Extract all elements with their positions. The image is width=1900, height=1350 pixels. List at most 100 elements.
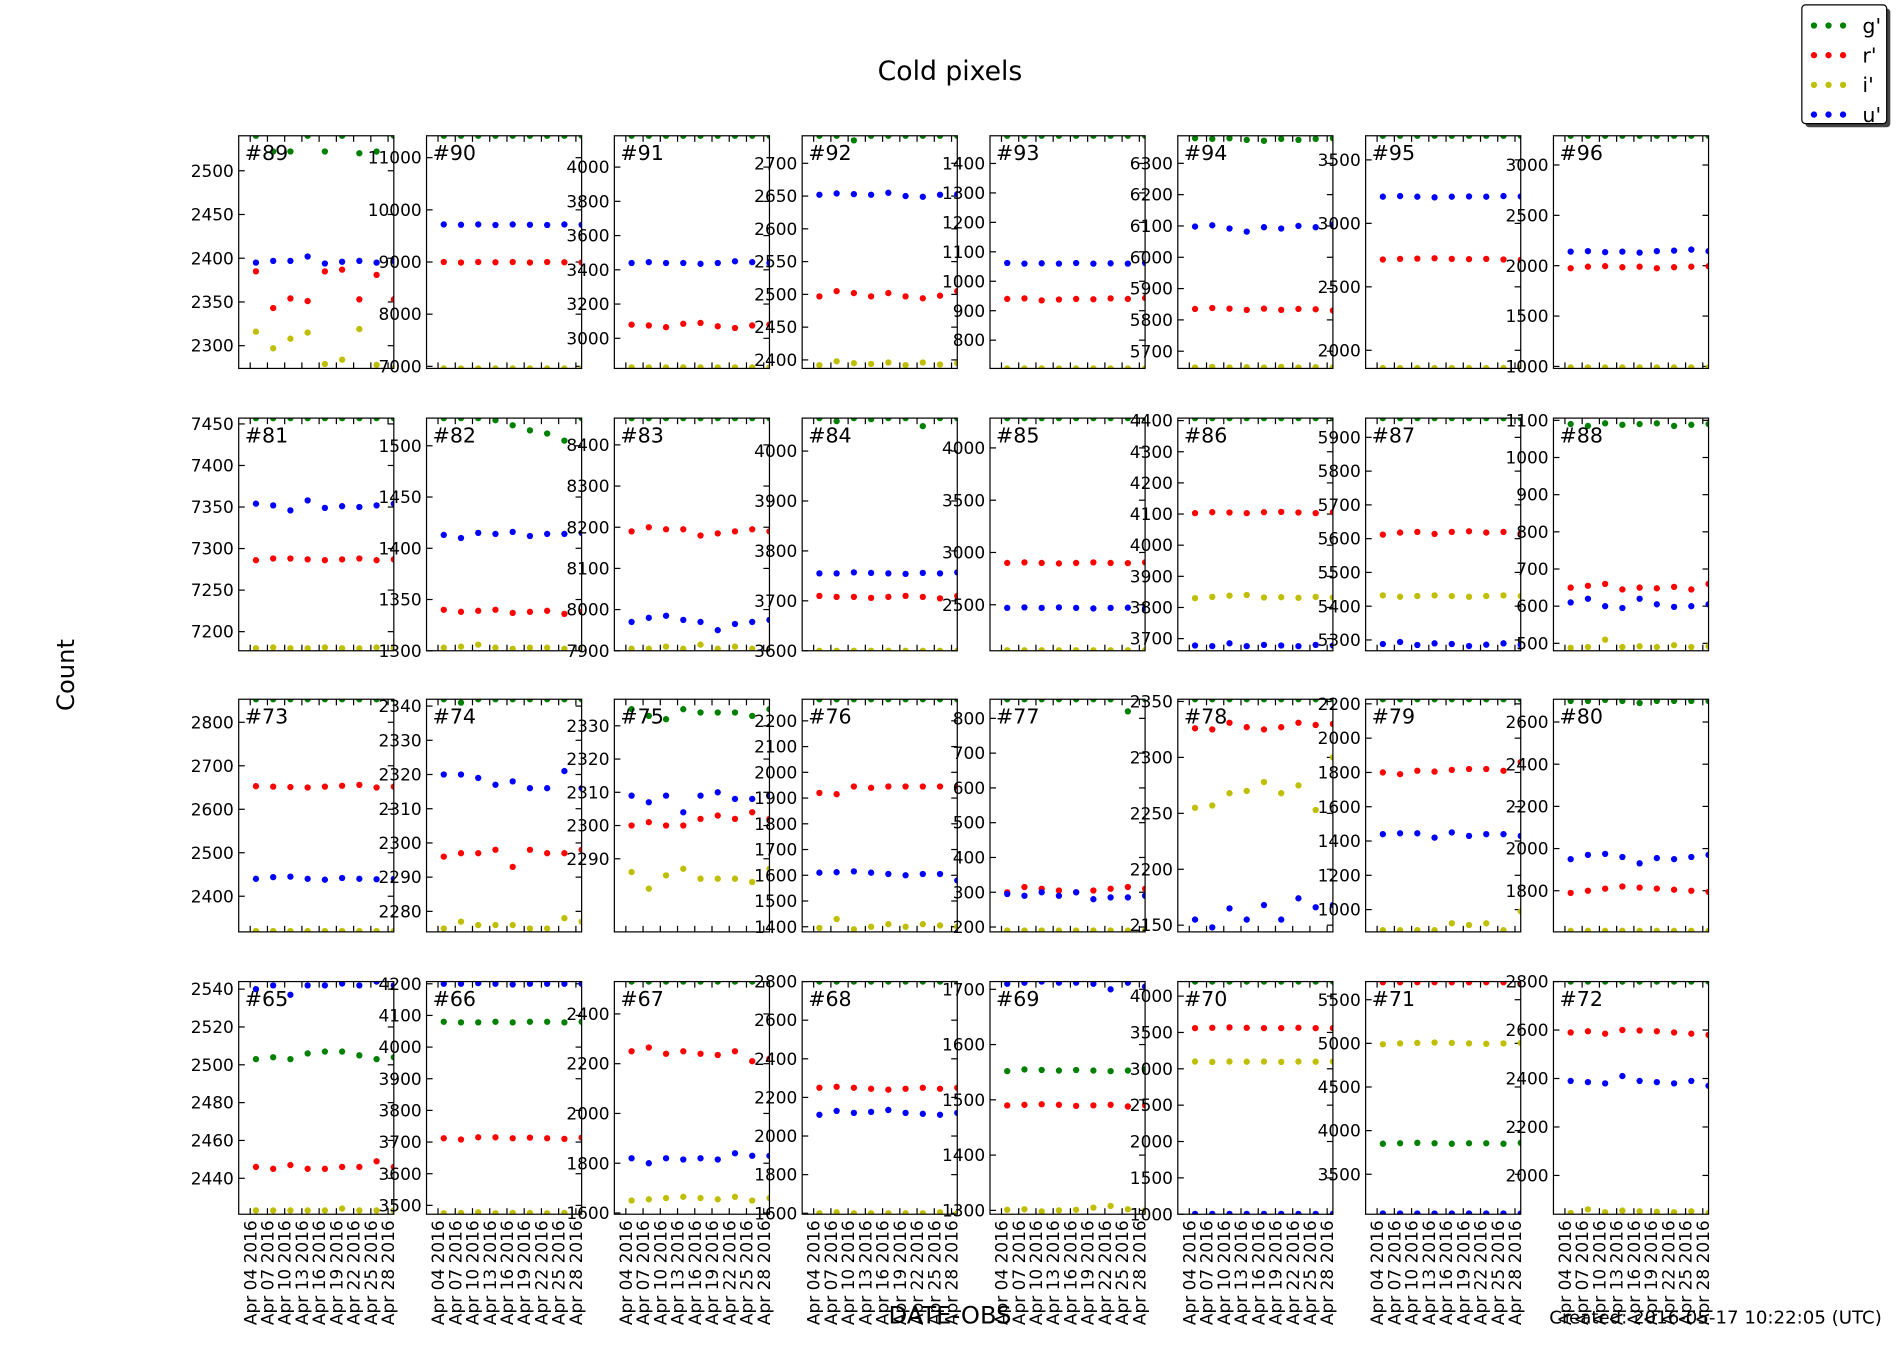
point <box>1379 1210 1387 1215</box>
point <box>867 784 875 791</box>
y-tick-label: 2800 <box>191 712 234 732</box>
point <box>1243 1024 1250 1031</box>
point <box>390 296 394 303</box>
point <box>1107 1101 1114 1108</box>
legend-marker <box>1839 111 1847 118</box>
point <box>919 921 926 928</box>
point <box>1567 1077 1574 1085</box>
point <box>509 863 516 871</box>
point <box>1107 604 1114 612</box>
point <box>475 1019 482 1026</box>
plot-frame <box>989 980 1146 1215</box>
point <box>509 609 516 616</box>
point <box>714 627 721 634</box>
point <box>1243 136 1250 143</box>
point <box>526 925 534 932</box>
point <box>1653 927 1660 932</box>
point <box>936 981 944 985</box>
point <box>1500 364 1507 369</box>
x-tick-label: Apr 28 2016 <box>566 1220 586 1325</box>
points <box>1379 418 1521 650</box>
point <box>1004 259 1011 267</box>
points <box>252 699 394 932</box>
y-tick-label: 2200 <box>1505 796 1548 816</box>
point <box>1004 418 1011 422</box>
plot-frame <box>238 698 395 933</box>
point <box>902 592 909 599</box>
point <box>356 645 363 651</box>
x-tick-label: Apr 22 2016 <box>1658 1220 1678 1325</box>
point <box>645 819 652 826</box>
point <box>697 815 704 823</box>
point <box>252 557 260 564</box>
point <box>885 289 892 297</box>
point <box>749 418 756 422</box>
x-tick-label: Apr 16 2016 <box>497 1220 517 1325</box>
point <box>1448 1210 1455 1215</box>
point <box>867 135 875 139</box>
panel-title: #81 <box>245 423 288 447</box>
point <box>252 699 260 703</box>
point <box>1329 221 1333 228</box>
point <box>714 1196 721 1203</box>
y-tick-label: 3700 <box>754 591 797 611</box>
point <box>457 608 465 615</box>
point <box>833 593 840 600</box>
point <box>356 296 363 303</box>
point <box>749 981 756 985</box>
point <box>1209 593 1216 601</box>
y-tick-label: 6200 <box>1130 185 1173 205</box>
point <box>1500 418 1507 422</box>
y-tick-label: 2520 <box>191 1017 234 1037</box>
point <box>526 981 534 987</box>
point <box>1073 559 1080 567</box>
point <box>714 530 721 537</box>
point <box>902 362 909 369</box>
x-tick-label: Apr 10 2016 <box>838 1220 858 1325</box>
point <box>561 437 568 444</box>
point <box>867 869 875 876</box>
point <box>1688 246 1695 253</box>
point <box>578 221 582 228</box>
point <box>338 503 346 510</box>
point <box>1619 604 1626 612</box>
point <box>1619 1072 1626 1080</box>
point <box>1107 1067 1114 1075</box>
point <box>561 850 568 857</box>
point <box>270 304 277 312</box>
point <box>1448 766 1455 774</box>
point <box>1500 1040 1507 1047</box>
point <box>833 418 840 425</box>
point <box>1278 135 1285 143</box>
point <box>1090 1067 1097 1074</box>
point <box>338 1048 346 1055</box>
points <box>440 699 582 932</box>
point <box>1636 364 1643 369</box>
panel-title: #88 <box>1560 423 1603 447</box>
y-tick-label: 2600 <box>1505 1020 1548 1040</box>
point <box>338 782 346 789</box>
point <box>252 1055 260 1063</box>
point <box>1379 1140 1387 1147</box>
y-tick-label: 600 <box>1516 596 1548 616</box>
point <box>1209 135 1216 143</box>
point <box>1055 699 1063 703</box>
point <box>544 785 551 792</box>
points <box>816 981 958 1215</box>
point <box>1431 530 1438 538</box>
point <box>902 418 909 422</box>
point <box>680 1048 687 1055</box>
point <box>766 418 770 422</box>
point <box>492 259 499 266</box>
point <box>1226 1024 1233 1031</box>
y-tick-label: 4000 <box>379 1037 422 1057</box>
x-tick-label: Apr 04 2016 <box>616 1220 636 1325</box>
point <box>1329 642 1333 649</box>
point <box>1038 1101 1045 1108</box>
point <box>321 418 329 422</box>
point <box>270 345 277 352</box>
point <box>252 875 260 882</box>
x-tick-label: Apr 10 2016 <box>1589 1220 1609 1325</box>
point <box>1055 1067 1063 1074</box>
